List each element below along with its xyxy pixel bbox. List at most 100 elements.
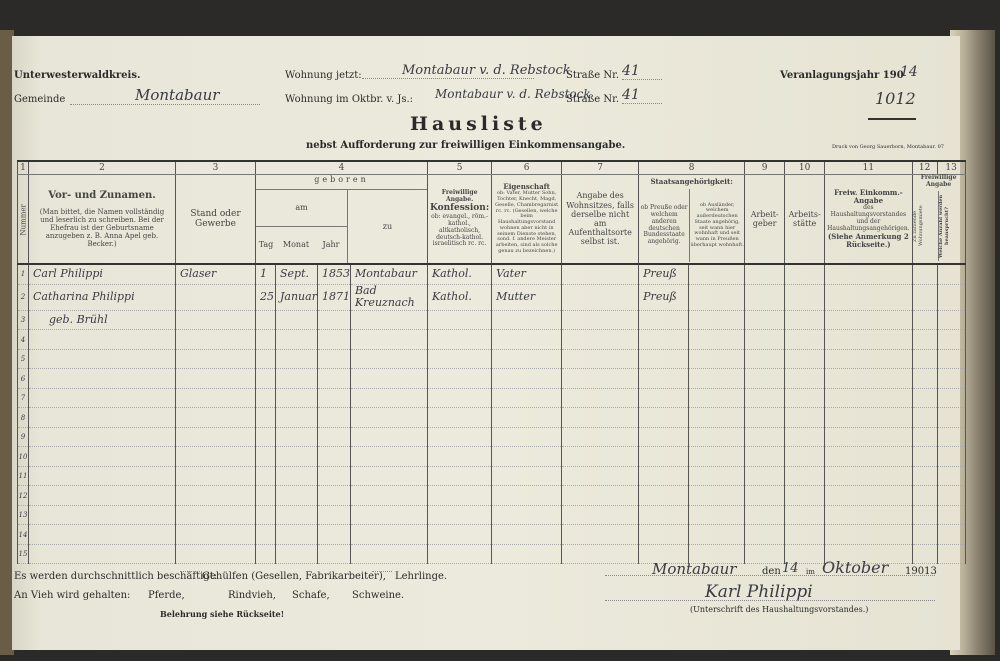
table-cell	[255, 524, 276, 545]
table-cell	[349, 446, 428, 467]
table-row: 15	[17, 544, 966, 565]
table-cell	[491, 485, 563, 506]
table-row: 2 Catharina Philippi 25 Januar 1871 Bad Kreuz…	[17, 284, 966, 311]
header-konfession-title: Freiwillige Angabe.	[441, 188, 478, 203]
instruction: Belehrung siehe Rückseite!	[160, 609, 285, 619]
table-cell	[824, 524, 913, 545]
table-cell	[744, 329, 786, 350]
table-cell	[275, 427, 318, 448]
table-cell	[824, 310, 913, 331]
table-cell	[561, 524, 640, 545]
table-cell	[349, 329, 428, 350]
table-cell	[638, 407, 690, 428]
table-cell	[784, 264, 826, 285]
table-cell	[175, 407, 256, 428]
header-einkommen-ref: (Siehe Anmerkung 2 Rückseite.)	[827, 231, 909, 249]
table-cell	[744, 310, 786, 331]
table-cell	[426, 368, 493, 389]
table-cell	[426, 524, 493, 545]
table-cell	[255, 310, 276, 331]
table-cell: Januar	[275, 284, 318, 311]
table-cell	[744, 485, 786, 506]
header-geboren: geboren	[256, 175, 427, 190]
table-cell	[784, 407, 826, 428]
table-cell	[316, 446, 351, 467]
table-cell	[426, 544, 493, 565]
table-cell	[275, 388, 318, 409]
signature: Karl Philippi	[705, 582, 813, 602]
header-konfession-note: ob: evangel., röm.-kathol., altkatholisc…	[431, 212, 488, 248]
table-cell: geb. Brühl	[28, 310, 176, 331]
table-cell	[688, 388, 746, 409]
table-cell	[349, 310, 428, 331]
table-cell	[784, 284, 826, 311]
table-cell	[911, 446, 938, 467]
col-num: 9	[744, 160, 786, 175]
table-cell	[824, 485, 913, 506]
table-cell	[349, 544, 428, 565]
table-cell	[911, 485, 938, 506]
table-cell: Mutter	[491, 284, 563, 311]
table-cell	[688, 407, 746, 428]
table-cell	[275, 544, 318, 565]
table-cell	[824, 427, 913, 448]
table-cell	[744, 505, 786, 526]
table-cell	[824, 446, 913, 467]
table-cell	[175, 284, 256, 311]
table-cell: 3	[17, 310, 29, 331]
place: Montabaur	[652, 560, 737, 578]
municipality-value: Montabaur	[70, 86, 260, 105]
date-line	[605, 575, 935, 576]
table-cell	[824, 329, 913, 350]
table-cell	[911, 407, 938, 428]
table-cell	[688, 349, 746, 370]
table-cell	[255, 466, 276, 487]
table-cell: Kathol.	[426, 264, 493, 285]
table-cell	[638, 388, 690, 409]
table-cell: Vater	[491, 264, 563, 285]
col-num: 7	[561, 160, 640, 175]
header-eigenschaft-note: ob: Vater, Mutter Sohn, Tochter, Knecht,…	[495, 190, 559, 254]
pigs-label: Schweine.	[352, 590, 405, 601]
table-cell: 11	[17, 466, 29, 487]
signature-label: (Unterschrift des Haushaltungsvorstandes…	[690, 605, 869, 614]
table-cell	[936, 310, 966, 331]
residence-oct-label: Wohnung im Oktbr. v. Js.:	[285, 94, 414, 105]
assistants-label: Gehülfen (Gesellen, Fabrikarbeiter),	[202, 571, 386, 582]
table-cell	[275, 466, 318, 487]
table-cell	[824, 407, 913, 428]
table-cell	[688, 368, 746, 389]
table-cell	[255, 485, 276, 506]
column-number-row: 1 2 3 4 5 6 7 8 9 10 11 12 13	[17, 160, 966, 175]
col-num: 13	[936, 160, 966, 175]
table-cell	[936, 264, 966, 285]
table-cell	[936, 329, 966, 350]
header-staat: Staatsangehörigkeit:	[650, 177, 733, 186]
table-cell	[28, 388, 176, 409]
residence-now-value: Montabaur v. d. Rebstock	[362, 63, 571, 79]
header-staat-auslaender: ob Ausländer, welchem außerdeutschen Sta…	[690, 201, 744, 248]
table-cell	[255, 329, 276, 350]
table-cell	[688, 329, 746, 350]
table-cell: 7	[17, 388, 29, 409]
household-table: 1 2 3 4 5 6 7 8 9 10 11 12 13 Nummer Vor…	[17, 160, 966, 565]
assessment-year-value: 14	[900, 64, 918, 80]
cattle-label: Rindvieh,	[228, 590, 276, 601]
header-names-note: (Man bittet, die Namen vollständig und l…	[39, 207, 165, 248]
table-cell	[275, 368, 318, 389]
day: 14	[782, 561, 799, 576]
table-cell	[936, 388, 966, 409]
table-cell	[28, 544, 176, 565]
table-cell	[175, 349, 256, 370]
table-cell	[28, 485, 176, 506]
table-cell	[784, 310, 826, 331]
table-cell	[824, 388, 913, 409]
table-cell	[784, 505, 826, 526]
table-cell	[688, 284, 746, 311]
table-cell	[561, 466, 640, 487]
table-cell: 10	[17, 446, 29, 467]
table-cell	[784, 388, 826, 409]
table-cell	[561, 544, 640, 565]
table-cell	[426, 407, 493, 428]
table-cell	[744, 466, 786, 487]
